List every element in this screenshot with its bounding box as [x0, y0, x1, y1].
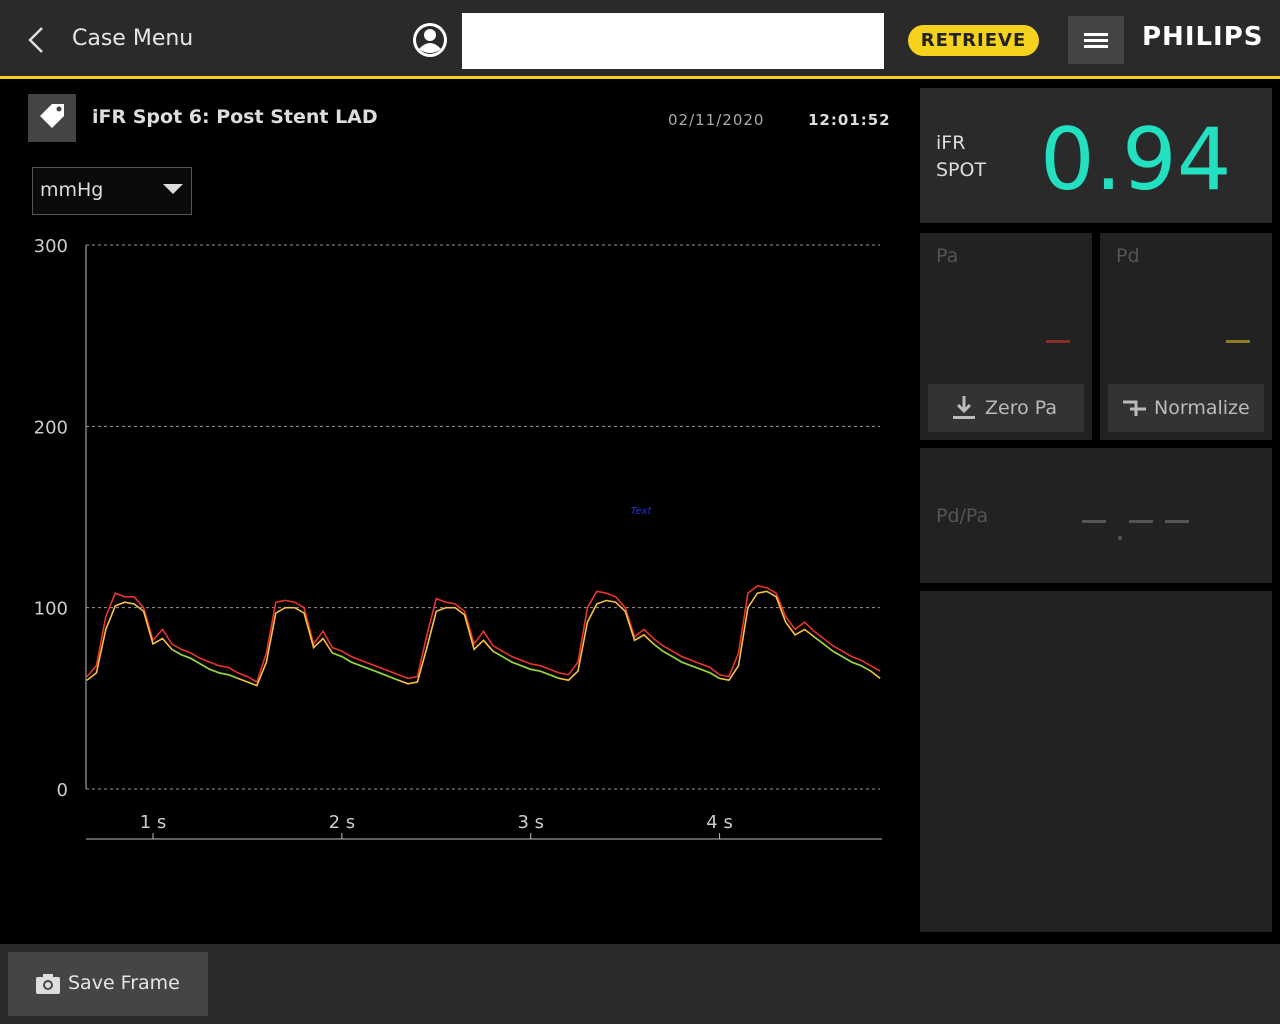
x-tick-label: 1 s [140, 812, 167, 833]
ifr-value: 0.94 [1040, 110, 1232, 210]
retrieve-button[interactable]: RETRIEVE [908, 25, 1039, 56]
pressure-line [86, 590, 881, 687]
x-tick-label: 4 s [706, 812, 733, 833]
y-tick-label: 0 [57, 780, 68, 801]
unit-dropdown[interactable]: mmHg [32, 167, 192, 215]
zero-pa-button[interactable]: Zero Pa [928, 384, 1084, 432]
recording-title: iFR Spot 6: Post Stent LAD [92, 106, 378, 128]
menu-button[interactable] [1068, 16, 1124, 64]
tag-icon[interactable] [28, 94, 76, 142]
pa-placeholder [1046, 340, 1070, 343]
search-field[interactable] [462, 13, 884, 69]
pa-label: Pa [936, 245, 959, 267]
x-tick-label: 3 s [517, 812, 544, 833]
ratio-label: Pd/Pa [936, 505, 989, 527]
unit-label: mmHg [40, 179, 104, 201]
ifr-label: iFR [936, 132, 966, 154]
pd-placeholder [1226, 340, 1250, 343]
save-frame-label: Save Frame [68, 972, 180, 994]
x-tick-label: 2 s [329, 812, 356, 833]
ifr-label: SPOT [936, 159, 987, 181]
chart: Text 0 100 200 300 1 s 2 s 3 s 4 s [34, 236, 882, 840]
brand: PHILIPS [1142, 22, 1264, 52]
user-icon[interactable] [411, 21, 449, 59]
annotation: Text [631, 506, 653, 517]
pressure-line [86, 585, 881, 684]
time: 12:01:52 [808, 111, 891, 129]
dropdown-arrow [163, 184, 183, 194]
y-tick-label: 300 [34, 236, 68, 257]
date: 02/11/2020 [668, 111, 765, 129]
pd-label: Pd [1116, 245, 1140, 267]
empty-panel [920, 591, 1272, 932]
ratio-panel: Pd/Pa [920, 448, 1272, 583]
pressure-line [171, 636, 872, 681]
ifr-panel: iFR SPOT 0.94 [920, 88, 1272, 223]
normalize-button[interactable]: Normalize [1108, 384, 1264, 432]
back-label[interactable]: Case Menu [72, 26, 194, 51]
y-tick-label: 200 [34, 417, 68, 438]
y-tick-label: 100 [34, 599, 68, 620]
ratio-placeholder [1082, 520, 1189, 540]
bottom-bar: Save Frame [0, 944, 1280, 1024]
save-frame-button[interactable]: Save Frame [8, 952, 208, 1016]
pa-panel: Pa Zero Pa [920, 233, 1092, 440]
normalize-label: Normalize [1154, 397, 1250, 419]
zero-pa-label: Zero Pa [985, 397, 1058, 419]
back-icon[interactable] [26, 26, 46, 54]
pd-panel: Pd Normalize [1100, 233, 1272, 440]
top-bar: Case Menu RETRIEVE PHILIPS [0, 0, 1280, 79]
